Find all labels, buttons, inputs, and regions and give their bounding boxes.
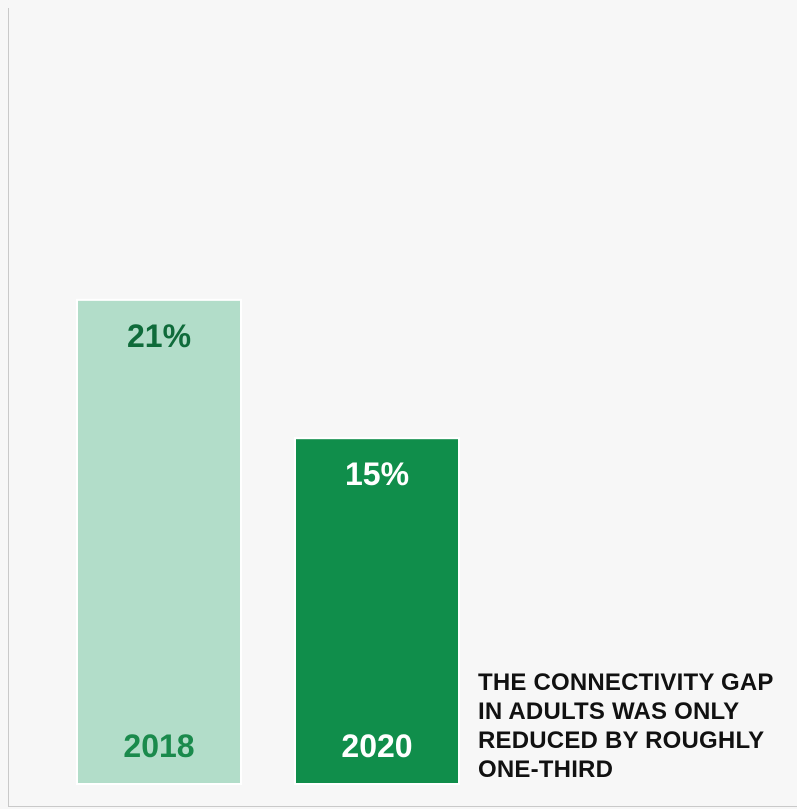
bar-2020 [294,437,460,785]
value-label-2018: 21% [127,318,191,354]
chart-annotation: THE CONNECTIVITY GAP IN ADULTS WAS ONLY … [478,669,774,783]
category-label-2018: 2018 [123,728,194,764]
bar-2018 [76,298,242,785]
category-label-2020: 2020 [341,728,412,764]
value-label-2020: 15% [345,456,409,492]
